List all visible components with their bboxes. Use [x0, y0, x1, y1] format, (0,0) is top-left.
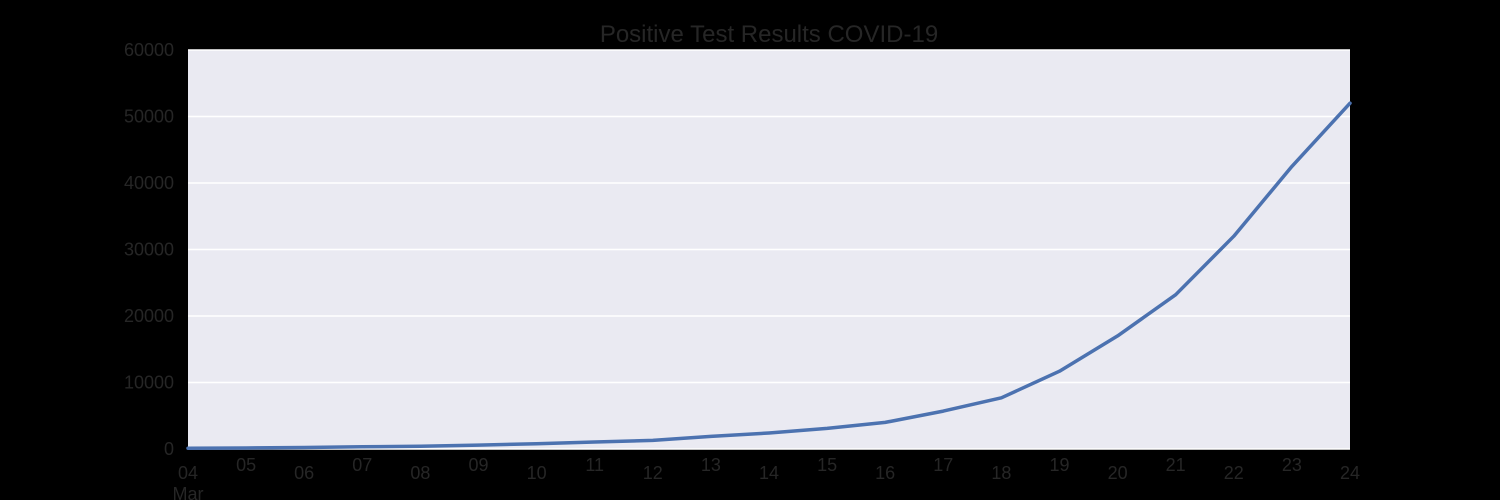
x-tick-sublabel: Mar — [173, 484, 204, 500]
y-tick-label: 20000 — [124, 306, 174, 326]
x-tick-label: 20 — [1108, 463, 1128, 483]
x-tick-label: 11 — [585, 455, 604, 475]
x-tick-label: 04 — [178, 463, 198, 483]
y-tick-label: 40000 — [124, 173, 174, 193]
y-tick-label: 10000 — [124, 373, 174, 393]
x-tick-label: 06 — [294, 463, 314, 483]
x-tick-label: 07 — [352, 455, 372, 475]
x-tick-label: 15 — [817, 455, 837, 475]
x-tick-label: 23 — [1282, 455, 1302, 475]
x-tick-label: 16 — [875, 463, 895, 483]
x-tick-label: 10 — [527, 463, 547, 483]
x-tick-label: 05 — [236, 455, 256, 475]
y-axis: 0 10000 20000 30000 40000 50000 60000 — [124, 40, 174, 459]
x-tick-label: 08 — [410, 463, 430, 483]
x-tick-label: 19 — [1049, 455, 1069, 475]
x-tick-label: 17 — [933, 455, 953, 475]
grid-lines — [188, 49, 1350, 450]
chart-title: Positive Test Results COVID-19 — [600, 21, 938, 48]
series-line — [186, 101, 1352, 450]
y-tick-label: 0 — [164, 439, 174, 459]
y-tick-label: 50000 — [124, 107, 174, 127]
x-tick-label: 12 — [643, 463, 663, 483]
x-tick-label: 09 — [468, 455, 488, 475]
y-tick-label: 30000 — [124, 240, 174, 260]
x-tick-label: 22 — [1224, 463, 1244, 483]
y-tick-label: 60000 — [124, 40, 174, 60]
x-tick-label: 14 — [759, 463, 779, 483]
x-tick-label: 13 — [701, 455, 721, 475]
x-tick-label: 24 — [1340, 463, 1360, 483]
x-axis: 04 05 06 07 08 09 10 11 12 13 14 15 16 17 18 19 20 21 22 23… — [173, 455, 1361, 500]
x-tick-label: 21 — [1166, 455, 1186, 475]
series-layer — [186, 101, 1352, 450]
x-tick-label: 18 — [991, 463, 1011, 483]
